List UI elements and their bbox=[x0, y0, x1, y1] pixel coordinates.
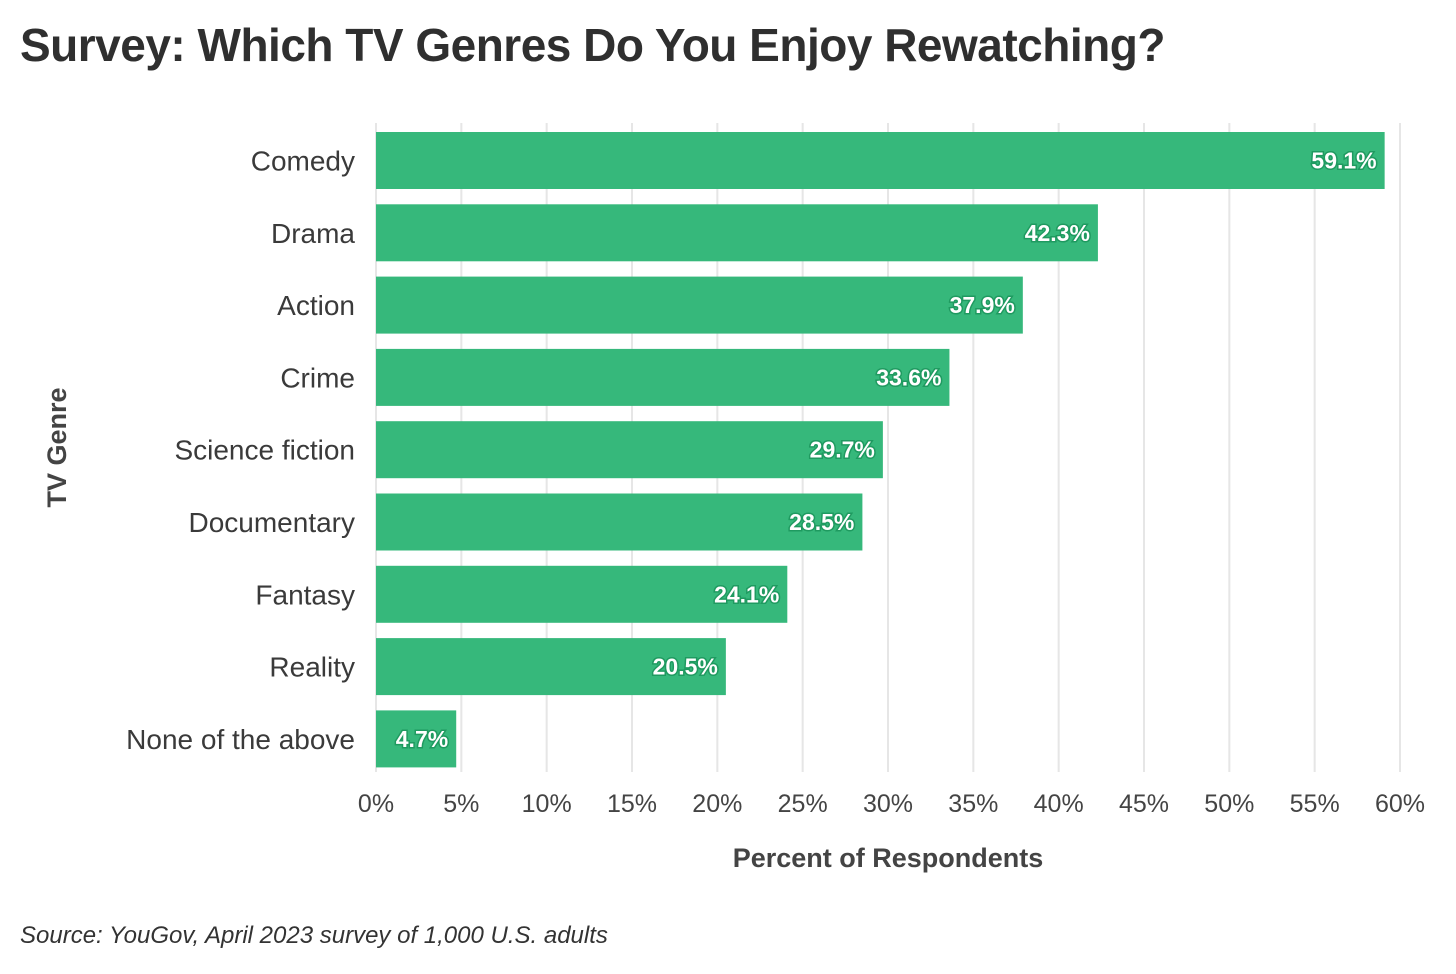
category-label: Comedy bbox=[251, 146, 355, 177]
bar bbox=[376, 348, 950, 406]
category-label: Science fiction bbox=[174, 435, 355, 466]
data-label: 42.3% bbox=[1025, 220, 1090, 246]
category-label: Fantasy bbox=[255, 579, 355, 610]
data-label: 29.7% bbox=[810, 437, 875, 463]
data-label: 24.1% bbox=[714, 581, 779, 607]
category-label: Drama bbox=[271, 218, 355, 249]
bar bbox=[376, 710, 457, 768]
x-tick-label: 25% bbox=[778, 790, 828, 818]
x-axis-title: Percent of Respondents bbox=[733, 843, 1044, 873]
category-label: Action bbox=[277, 290, 355, 321]
source-note: Source: YouGov, April 2023 survey of 1,0… bbox=[20, 922, 608, 949]
data-label: 28.5% bbox=[789, 509, 854, 535]
bars bbox=[376, 132, 1385, 768]
x-tick-label: 35% bbox=[948, 790, 998, 818]
x-tick-label: 55% bbox=[1290, 790, 1340, 818]
data-label: 33.6% bbox=[876, 364, 941, 390]
x-tick-label: 45% bbox=[1119, 790, 1169, 818]
x-tick-label: 10% bbox=[522, 790, 572, 818]
category-label: Crime bbox=[280, 362, 355, 393]
data-label: 20.5% bbox=[653, 654, 718, 680]
x-tick-label: 15% bbox=[607, 790, 657, 818]
bar bbox=[376, 204, 1098, 262]
data-label: 59.1% bbox=[1311, 148, 1376, 174]
x-tick-label: 20% bbox=[692, 790, 742, 818]
category-labels: Comedy Drama Action Crime Science fiction Doc… bbox=[126, 146, 355, 755]
category-label: Reality bbox=[269, 652, 355, 683]
x-tick-labels: 0% 5% 10% 15% 20% 25% 30% 35% 40% 45% 50% 55% 60% bbox=[358, 790, 1425, 818]
bar-chart: Comedy Drama Action Crime Science fiction Doc… bbox=[42, 123, 1425, 873]
bar bbox=[376, 565, 788, 623]
chart-title: Survey: Which TV Genres Do You Enjoy Rew… bbox=[20, 19, 1165, 71]
x-tick-label: 50% bbox=[1204, 790, 1254, 818]
category-label: Documentary bbox=[188, 507, 355, 538]
data-label: 37.9% bbox=[950, 292, 1015, 318]
bar bbox=[376, 493, 863, 551]
bar bbox=[376, 276, 1023, 334]
x-tick-label: 0% bbox=[358, 790, 394, 818]
data-labels: 59.1% 42.3% 37.9% 33.6% 29.7% 28.5% 24.1% 20.5%… bbox=[394, 146, 1378, 753]
bar bbox=[376, 132, 1385, 189]
x-tick-label: 40% bbox=[1034, 790, 1084, 818]
x-tick-label: 60% bbox=[1375, 790, 1425, 818]
category-label: None of the above bbox=[126, 724, 355, 755]
y-axis-title: TV Genre bbox=[42, 387, 72, 507]
x-tick-label: 30% bbox=[863, 790, 913, 818]
bar bbox=[376, 638, 726, 696]
bar bbox=[376, 421, 883, 479]
x-tick-label: 5% bbox=[443, 790, 479, 818]
data-label: 4.7% bbox=[396, 726, 448, 752]
